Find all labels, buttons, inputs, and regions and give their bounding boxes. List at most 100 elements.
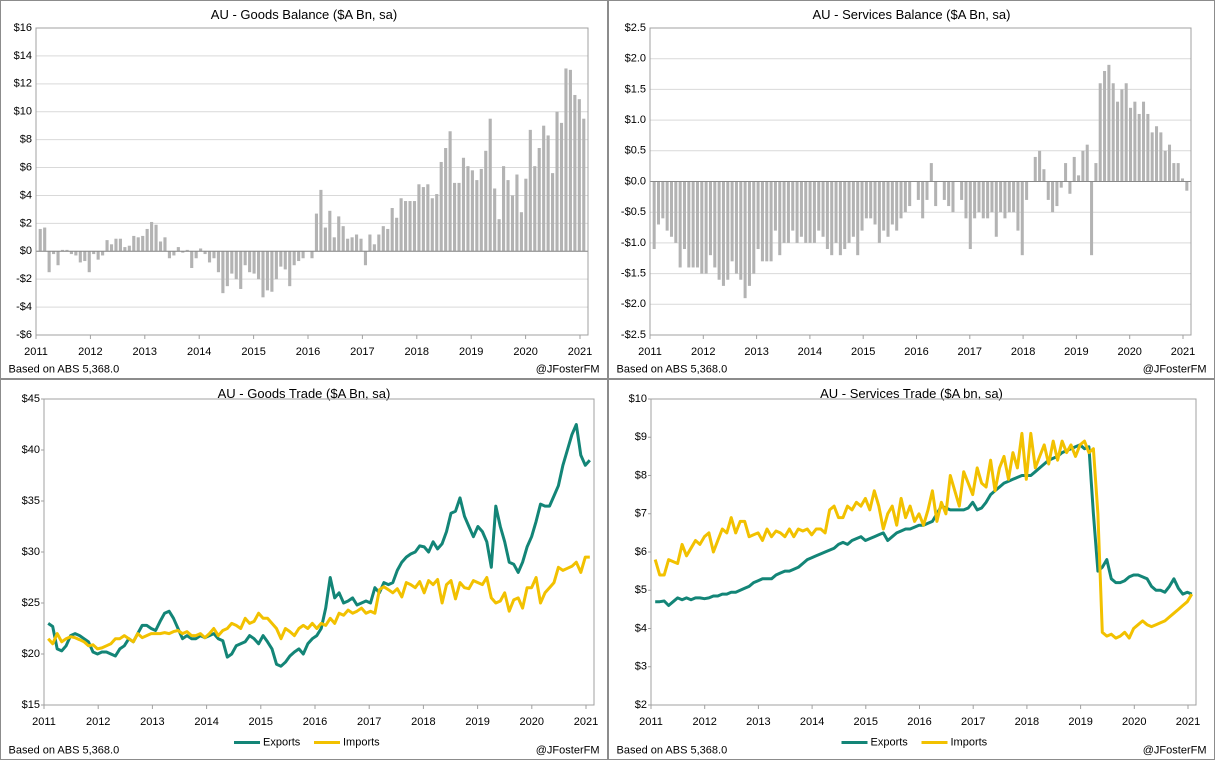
bar	[78, 251, 82, 263]
bar	[990, 181, 994, 213]
y-tick-label: $15	[22, 699, 40, 711]
bar	[1003, 181, 1007, 219]
bar	[519, 212, 523, 252]
bar	[60, 249, 65, 252]
bar	[38, 228, 42, 252]
bar	[252, 251, 256, 274]
bar	[834, 181, 838, 243]
y-tick-label: $0	[20, 245, 32, 257]
bar	[1159, 132, 1163, 182]
bar	[265, 251, 270, 291]
bar	[1064, 163, 1068, 182]
y-tick-label: $6	[635, 546, 647, 558]
bar	[1185, 181, 1189, 191]
bar	[977, 181, 981, 213]
bar	[234, 251, 238, 280]
bar	[346, 238, 350, 252]
bar	[769, 181, 773, 262]
source: @JFosterFM	[536, 363, 600, 375]
source: @JFosterFM	[1143, 744, 1207, 756]
bar	[1155, 126, 1159, 182]
bar	[551, 173, 555, 252]
bar	[577, 99, 581, 252]
x-tick-label: 2016	[904, 346, 928, 358]
bar	[502, 166, 506, 252]
bar	[825, 181, 829, 250]
bar	[395, 217, 399, 252]
bar	[1090, 181, 1094, 256]
bar	[56, 251, 60, 266]
chart-title: AU - Goods Trade ($A Bn, sa)	[218, 386, 391, 401]
x-tick-label: 2012	[691, 346, 715, 358]
bar	[404, 201, 408, 252]
x-tick-label: 2021	[568, 346, 592, 358]
x-tick-label: 2019	[459, 346, 483, 358]
bar	[176, 247, 180, 252]
bar	[1180, 178, 1185, 182]
bar	[674, 181, 678, 243]
x-tick-label: 2020	[520, 716, 544, 728]
x-tick-label: 2017	[958, 346, 982, 358]
bar	[448, 131, 452, 252]
y-tick-label: $16	[14, 22, 32, 34]
bar	[960, 181, 964, 200]
bar	[1111, 83, 1115, 182]
bar	[43, 227, 47, 252]
bar	[947, 181, 951, 207]
x-tick-label: 2015	[854, 716, 878, 728]
bar	[808, 181, 812, 243]
bar	[212, 251, 216, 259]
chart-title: AU - Services Trade ($A bn, sa)	[820, 386, 1003, 401]
bar	[158, 241, 163, 252]
bar	[328, 210, 332, 252]
bar	[390, 208, 394, 252]
y-tick-label: $45	[22, 393, 40, 405]
bar	[297, 251, 301, 262]
bar	[359, 238, 363, 252]
bar	[877, 181, 881, 243]
bar	[795, 181, 799, 243]
bar	[908, 181, 912, 207]
bar	[470, 170, 474, 252]
bar	[292, 251, 296, 266]
bar	[101, 251, 105, 256]
bar	[782, 181, 786, 243]
bar	[412, 201, 417, 252]
bar	[381, 226, 385, 252]
bar	[1120, 89, 1124, 182]
bar	[999, 181, 1003, 213]
x-tick-label: 2014	[798, 346, 822, 358]
bar	[717, 181, 721, 280]
bar	[319, 189, 323, 252]
x-tick-label: 2017	[961, 716, 985, 728]
panel	[0, 379, 608, 760]
bar	[916, 181, 920, 200]
bar	[1098, 83, 1102, 182]
bar	[691, 181, 695, 268]
bar	[337, 216, 341, 252]
bar	[475, 180, 479, 252]
y-tick-label: $0.0	[625, 175, 646, 187]
bar	[141, 235, 145, 252]
bar	[515, 174, 519, 252]
bar	[537, 148, 541, 252]
bar	[136, 237, 140, 252]
bar	[817, 181, 821, 231]
bar	[1020, 181, 1024, 256]
bar	[747, 181, 751, 286]
bar	[92, 251, 96, 255]
bar	[386, 228, 390, 252]
x-tick-label: 2016	[907, 716, 931, 728]
y-tick-label: $35	[22, 495, 40, 507]
bar	[791, 181, 795, 231]
bar	[1124, 83, 1128, 182]
bar	[109, 244, 114, 252]
bar	[546, 135, 550, 252]
x-tick-label: 2016	[303, 716, 327, 728]
y-tick-label: $0.5	[625, 145, 646, 157]
bar	[734, 181, 738, 274]
y-tick-label: $25	[22, 597, 40, 609]
y-tick-label: -$4	[16, 301, 32, 313]
bar	[163, 237, 167, 252]
